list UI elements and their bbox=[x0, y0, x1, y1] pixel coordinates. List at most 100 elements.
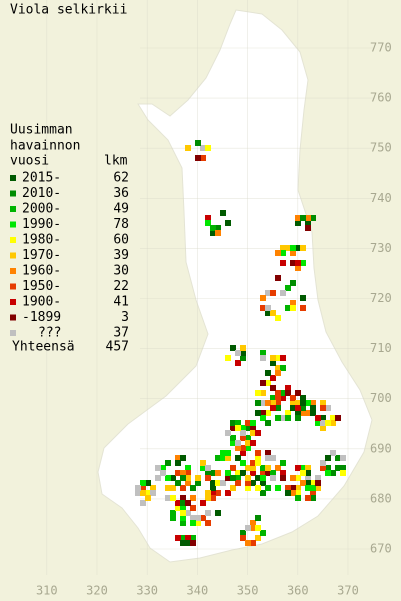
observation-square bbox=[270, 470, 276, 476]
observation-square bbox=[305, 495, 311, 501]
observation-square bbox=[240, 535, 246, 541]
observation-square bbox=[300, 260, 306, 266]
observation-square bbox=[205, 215, 211, 221]
observation-square bbox=[260, 305, 266, 311]
observation-square bbox=[290, 400, 296, 406]
legend-label: 1900- bbox=[22, 295, 61, 310]
observation-square bbox=[260, 380, 266, 386]
y-axis-label: 740 bbox=[370, 191, 392, 205]
legend-header: vuosi bbox=[10, 154, 49, 169]
observation-square bbox=[270, 360, 276, 366]
observation-square bbox=[185, 535, 191, 541]
x-axis-label: 370 bbox=[337, 584, 359, 598]
observation-square bbox=[220, 210, 226, 216]
observation-square bbox=[235, 480, 241, 486]
observation-square bbox=[305, 470, 311, 476]
observation-square bbox=[150, 490, 156, 496]
observation-square bbox=[275, 365, 281, 371]
legend-swatch bbox=[10, 314, 16, 321]
observation-square bbox=[250, 420, 256, 426]
observation-square bbox=[295, 245, 301, 251]
observation-square bbox=[270, 455, 276, 461]
total: 457 bbox=[106, 340, 129, 355]
y-axis-label: 760 bbox=[370, 91, 392, 105]
observation-square bbox=[250, 465, 256, 471]
observation-square bbox=[310, 400, 316, 406]
observation-square bbox=[260, 490, 266, 496]
observation-square bbox=[190, 535, 196, 541]
observation-square bbox=[230, 465, 236, 471]
y-axis-label: 730 bbox=[370, 241, 392, 255]
total-label: Yhteensä bbox=[12, 340, 75, 355]
observation-square bbox=[165, 475, 171, 481]
legend-count: 3 bbox=[121, 310, 129, 325]
observation-square bbox=[300, 410, 306, 416]
observation-square bbox=[285, 485, 291, 491]
observation-square bbox=[290, 475, 296, 481]
observation-square bbox=[265, 485, 271, 491]
y-axis-label: 750 bbox=[370, 141, 392, 155]
observation-square bbox=[265, 380, 271, 386]
observation-square bbox=[140, 500, 146, 506]
legend-label: -1899 bbox=[22, 310, 61, 325]
observation-square bbox=[205, 520, 211, 526]
observation-square bbox=[260, 465, 266, 471]
observation-square bbox=[230, 485, 236, 491]
observation-square bbox=[140, 490, 146, 496]
observation-square bbox=[180, 455, 186, 461]
legend-count: 37 bbox=[113, 326, 129, 341]
legend-label: 1980- bbox=[22, 233, 61, 248]
observation-square bbox=[250, 520, 256, 526]
observation-square bbox=[295, 415, 301, 421]
observation-square bbox=[290, 250, 296, 256]
observation-square bbox=[195, 480, 201, 486]
observation-square bbox=[270, 405, 276, 411]
observation-square bbox=[225, 355, 231, 361]
observation-square bbox=[205, 220, 211, 226]
observation-square bbox=[295, 465, 301, 471]
observation-square bbox=[275, 465, 281, 471]
observation-square bbox=[180, 535, 186, 541]
y-axis-label: 700 bbox=[370, 391, 392, 405]
observation-square bbox=[170, 495, 176, 501]
observation-square bbox=[290, 395, 296, 401]
observation-square bbox=[210, 480, 216, 486]
observation-square bbox=[320, 415, 326, 421]
observation-square bbox=[250, 480, 256, 486]
observation-square bbox=[310, 405, 316, 411]
observation-square bbox=[260, 470, 266, 476]
observation-square bbox=[235, 475, 241, 481]
observation-square bbox=[270, 475, 276, 481]
observation-square bbox=[275, 250, 281, 256]
observation-square bbox=[210, 485, 216, 491]
observation-square bbox=[295, 490, 301, 496]
observation-square bbox=[240, 470, 246, 476]
observation-square bbox=[215, 470, 221, 476]
observation-square bbox=[185, 145, 191, 151]
observation-square bbox=[255, 455, 261, 461]
legend-count: 39 bbox=[113, 248, 129, 263]
observation-square bbox=[305, 475, 311, 481]
observation-square bbox=[290, 260, 296, 266]
observation-square bbox=[215, 455, 221, 461]
observation-square bbox=[320, 465, 326, 471]
observation-square bbox=[215, 230, 221, 236]
observation-square bbox=[270, 310, 276, 316]
observation-square bbox=[235, 425, 241, 431]
observation-square bbox=[265, 450, 271, 456]
observation-square bbox=[280, 260, 286, 266]
observation-square bbox=[205, 475, 211, 481]
observation-square bbox=[225, 470, 231, 476]
legend-swatch bbox=[10, 175, 16, 181]
observation-square bbox=[275, 275, 281, 281]
observation-square bbox=[265, 455, 271, 461]
observation-square bbox=[300, 480, 306, 486]
observation-square bbox=[270, 400, 276, 406]
observation-square bbox=[325, 405, 331, 411]
observation-square bbox=[300, 305, 306, 311]
observation-square bbox=[180, 475, 186, 481]
observation-square bbox=[305, 225, 311, 231]
observation-square bbox=[340, 470, 346, 476]
legend-swatch bbox=[10, 190, 16, 197]
observation-square bbox=[185, 510, 191, 516]
